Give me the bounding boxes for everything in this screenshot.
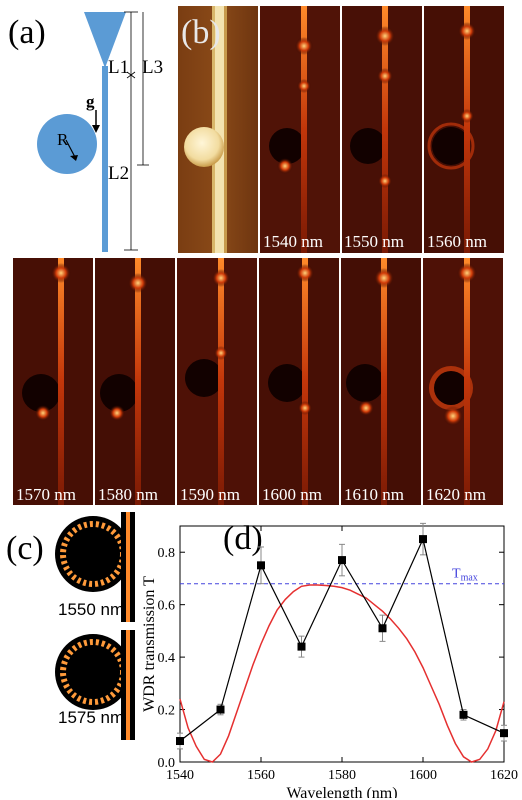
wavelength-label: 1620 nm <box>426 485 486 504</box>
waveguide <box>102 66 108 252</box>
snom-image-1580 <box>95 258 175 505</box>
wavelength-label: 1570 nm <box>16 485 76 504</box>
wavelength-label: 1610 nm <box>344 485 404 504</box>
data-point <box>297 642 306 651</box>
label-radius: R <box>57 130 69 149</box>
snom-image-1620 <box>423 258 503 505</box>
y-tick-label: 0.4 <box>158 651 176 666</box>
snom-image-1610 <box>341 258 421 505</box>
simulation-1575 <box>55 630 135 740</box>
y-tick-label: 0.2 <box>158 704 176 719</box>
y-tick-label: 0.0 <box>158 756 176 771</box>
wavelength-label: 1560 nm <box>427 232 487 251</box>
x-axis-label: Wavelength (nm) <box>286 785 397 798</box>
x-tick-label: 1620 <box>490 768 518 783</box>
taper-shape <box>84 12 126 68</box>
y-axis-label: WDR transmission T <box>141 576 158 712</box>
x-tick-label: 1580 <box>328 768 356 783</box>
wavelength-label: 1575 nm <box>58 708 125 727</box>
x-tick-label: 1600 <box>409 768 437 783</box>
data-point <box>378 624 387 633</box>
label-l2: L2 <box>108 163 130 184</box>
data-point <box>500 729 508 738</box>
label-l3: L3 <box>142 57 164 78</box>
snom-image-1550 <box>342 6 422 253</box>
panel-b-letter: (b) <box>181 14 221 51</box>
data-point <box>459 710 468 719</box>
afm-image <box>178 6 258 253</box>
data-point <box>419 535 427 544</box>
label-l1: L1 <box>108 57 130 78</box>
simulation-1550 <box>55 512 135 622</box>
transmission-chart: 1540 1560 1580 1600 1620 0.0 0.2 0.4 0.6 0.8 Tma… <box>141 522 518 798</box>
wavelength-label: 1590 nm <box>180 485 240 504</box>
data-point <box>176 737 184 746</box>
wavelength-label: 1540 nm <box>263 232 323 251</box>
disk-resonator <box>37 114 97 174</box>
snom-image-1560 <box>424 6 504 253</box>
data-point <box>216 705 225 714</box>
data-point <box>257 561 265 570</box>
wavelength-label: 1550 nm <box>58 600 125 619</box>
y-tick-label: 0.6 <box>158 599 176 614</box>
snom-image-1590 <box>177 258 257 505</box>
panel-c-letter: (c) <box>6 530 44 567</box>
panel-a-letter: (a) <box>8 14 46 51</box>
snom-image-1600 <box>259 258 339 505</box>
wavelength-label: 1580 nm <box>98 485 158 504</box>
wavelength-label: 1550 nm <box>344 232 404 251</box>
tmax-label: Tmax <box>452 567 478 584</box>
x-tick-label: 1560 <box>247 768 275 783</box>
y-tick-label: 0.8 <box>158 546 176 561</box>
label-gap: g <box>86 92 95 111</box>
device-schematic <box>37 11 149 252</box>
wavelength-label: 1600 nm <box>262 485 322 504</box>
fit-curve <box>179 584 505 763</box>
x-tick-label: 1540 <box>166 768 194 783</box>
data-point <box>338 556 346 565</box>
snom-image-1570 <box>13 258 93 505</box>
snom-image-1540 <box>260 6 340 253</box>
